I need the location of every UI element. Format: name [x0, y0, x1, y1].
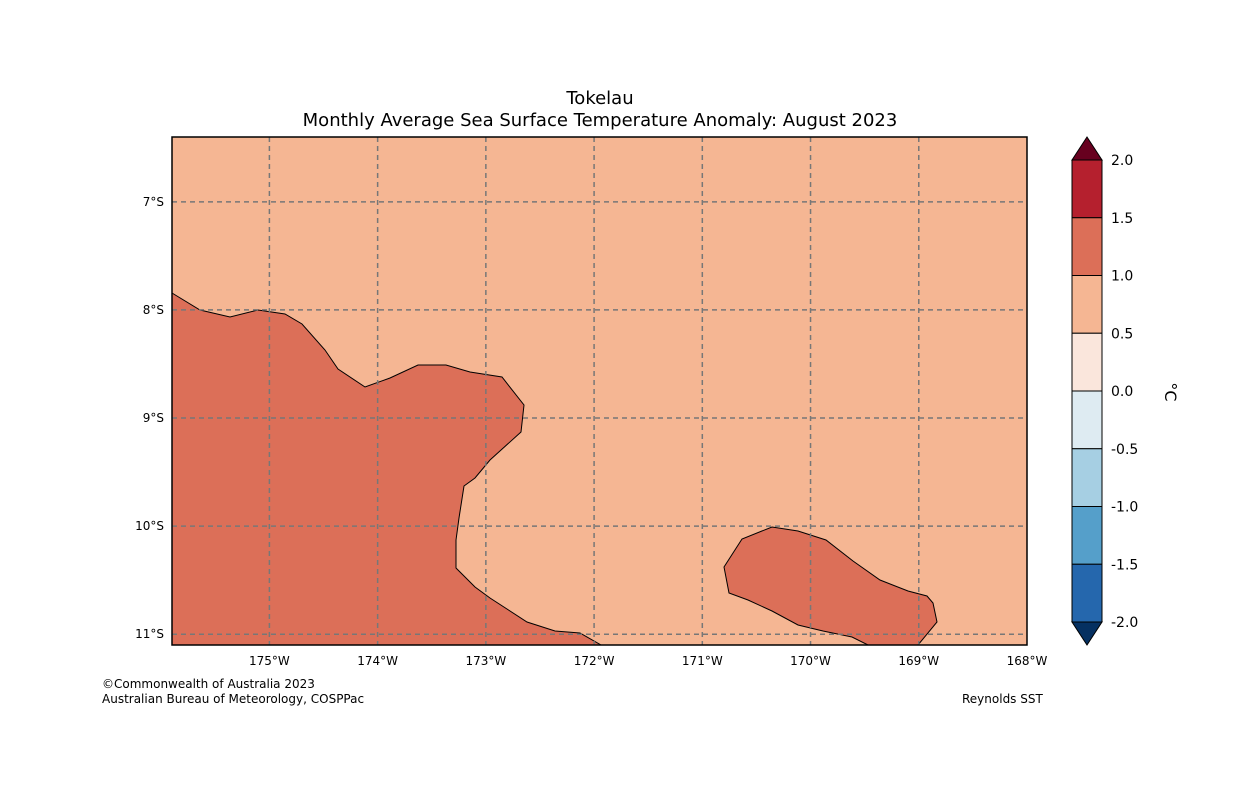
dataset-text: Reynolds SST — [962, 692, 1043, 706]
lon-tick-label: 174°W — [357, 654, 398, 668]
lat-tick-label: 10°S — [135, 519, 164, 533]
source-text: Australian Bureau of Meteorology, COSPPa… — [102, 692, 365, 706]
lon-tick-label: 171°W — [682, 654, 723, 668]
colorbar: 2.0 1.5 1.0 0.5 0.0 -0.5 -1.0 -1.5 -2.0 °C — [1071, 136, 1180, 646]
graticule — [172, 137, 1027, 645]
lat-tick-label: 7°S — [143, 195, 164, 209]
colorbar-band — [1071, 390, 1103, 450]
anomaly-region-west — [171, 292, 603, 646]
colorbar-band — [1071, 506, 1103, 565]
copyright-text: ©Commonwealth of Australia 2023 — [102, 677, 315, 691]
map-subtitle: Monthly Average Sea Surface Temperature … — [302, 110, 898, 131]
colorbar-band — [1071, 275, 1103, 334]
lon-tick-label: 175°W — [249, 654, 290, 668]
colorbar-band — [1071, 563, 1103, 623]
map-frame — [171, 136, 1028, 646]
colorbar-over-arrow — [1071, 136, 1103, 161]
colorbar-under-arrow — [1071, 621, 1103, 646]
colorbar-tick-label: 0.5 — [1111, 326, 1133, 342]
colorbar-tick-label: -1.5 — [1111, 557, 1138, 573]
map-title: Tokelau — [566, 88, 634, 109]
colorbar-tick-label: 1.0 — [1111, 269, 1133, 285]
lat-tick-label: 8°S — [143, 303, 164, 317]
colorbar-tick-label: 1.5 — [1111, 211, 1133, 227]
anomaly-region-east — [723, 526, 938, 646]
lon-tick-label: 169°W — [898, 654, 939, 668]
colorbar-tick-label: -2.0 — [1111, 615, 1138, 631]
lon-tick-label: 170°W — [790, 654, 831, 668]
colorbar-tick-label: -1.0 — [1111, 500, 1138, 516]
colorbar-tick-label: 2.0 — [1111, 153, 1133, 169]
colorbar-tick-label: -0.5 — [1111, 442, 1138, 458]
colorbar-band — [1071, 448, 1103, 507]
colorbar-band — [1071, 332, 1103, 392]
colorbar-band — [1071, 159, 1103, 219]
lon-tick-label: 168°W — [1007, 654, 1048, 668]
colorbar-tick-label: 0.0 — [1111, 384, 1133, 400]
lon-tick-label: 172°W — [574, 654, 615, 668]
lat-tick-label: 9°S — [143, 411, 164, 425]
lat-tick-label: 11°S — [135, 627, 164, 641]
lon-tick-label: 173°W — [465, 654, 506, 668]
colorbar-band — [1071, 217, 1103, 276]
colorbar-units-label: °C — [1161, 382, 1180, 401]
